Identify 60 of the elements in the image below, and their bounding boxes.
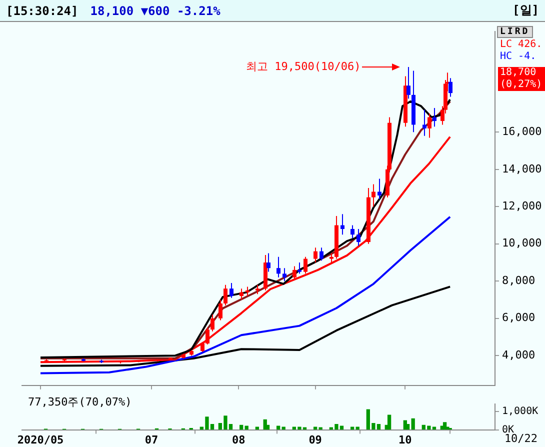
candlestick (432, 107, 436, 128)
x-tick-label: 09 (308, 433, 322, 446)
text: HC -4. (500, 51, 536, 62)
candlestick (330, 252, 334, 263)
candlestick (340, 214, 344, 236)
bar (313, 426, 318, 430)
candlestick (218, 299, 222, 321)
candlestick (224, 284, 228, 306)
candlestick (246, 286, 250, 297)
y-tick-label: 14,000 (502, 162, 542, 176)
text: LIRD (497, 26, 533, 38)
candlestick (406, 66, 410, 100)
candlestick (372, 184, 376, 208)
bar (406, 424, 410, 430)
chart-title: [15:30:24] (6, 4, 78, 18)
chart-subtitle: 18,100 ▼600 -3.21% (90, 4, 220, 18)
annotation: 77,350주(70,07%) (28, 395, 132, 408)
bar (255, 426, 260, 430)
bar (239, 424, 244, 430)
y-tick-label: 8,000 (502, 274, 536, 287)
candlestick (230, 282, 234, 298)
y-tick-label: 6,000 (502, 311, 536, 324)
y-tick-label: 12,000 (502, 199, 542, 212)
candlestick (200, 342, 204, 352)
candlestick (276, 256, 280, 278)
x-tick-label: 10 (398, 433, 412, 446)
candlestick (422, 109, 426, 136)
candlestick (210, 314, 214, 332)
y-tick-label: 1,000K (502, 406, 538, 417)
candlestick (314, 247, 318, 263)
candlestick (428, 113, 432, 138)
candlestick (350, 224, 354, 239)
text: [일] (512, 2, 539, 19)
candlestick (266, 252, 270, 272)
x-tick-label: 08 (232, 433, 246, 446)
bar (356, 426, 360, 430)
candlestick (378, 178, 382, 200)
annotation: 최고 19,500(10/06) (246, 59, 361, 74)
candlestick (206, 327, 210, 345)
bar (282, 426, 286, 430)
text: 18,700 (500, 67, 538, 79)
candlestick (292, 266, 296, 280)
bar (387, 414, 392, 430)
bar (411, 418, 415, 430)
candlestick (240, 288, 244, 300)
x-tick-label: 07 (144, 433, 158, 446)
candlestick (448, 78, 452, 98)
text: LC 426. (500, 39, 542, 50)
y-tick-label: 10,000 (502, 236, 542, 250)
bar (350, 426, 354, 430)
text: (0,27%) (500, 79, 544, 91)
candlestick (356, 228, 360, 246)
candlestick (256, 284, 260, 295)
candlestick (320, 247, 324, 262)
x-tick-label: 2020/05 (17, 433, 64, 446)
y-tick-label: 4,000 (502, 348, 536, 362)
y-tick-label: 16,000 (502, 125, 542, 138)
candlestick (282, 268, 286, 282)
candlestick (304, 256, 308, 274)
candlestick (298, 262, 302, 274)
